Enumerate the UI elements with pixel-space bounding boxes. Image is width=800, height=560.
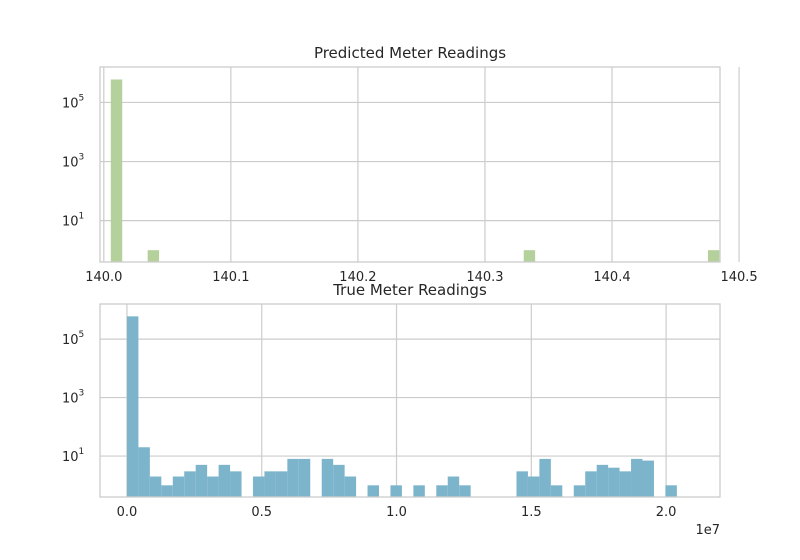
true-histogram-bar bbox=[333, 464, 345, 497]
true-histogram-bar bbox=[195, 464, 208, 497]
x-offset-label: 1e7 bbox=[695, 523, 720, 538]
true-histogram-bar bbox=[264, 471, 276, 497]
true-histogram-bar bbox=[608, 467, 620, 497]
true-histogram-bar bbox=[287, 458, 299, 497]
true-y-tick-label: 105 bbox=[62, 330, 84, 348]
true-histogram-bar bbox=[413, 485, 425, 497]
true-histogram-bar bbox=[149, 476, 162, 497]
predicted-axes-frame bbox=[99, 66, 721, 263]
true-x-tick-label: 1.5 bbox=[521, 505, 542, 520]
predicted-y-tick-label: 101 bbox=[62, 212, 84, 230]
true-x-tick-label: 0.5 bbox=[251, 505, 272, 520]
predicted-x-ticks: 140.0 140.1 140.2 140.3 140.4 140.5 bbox=[85, 270, 757, 285]
true-histogram-bar bbox=[138, 447, 150, 497]
true-histogram-bar bbox=[447, 476, 460, 497]
true-histogram-bar bbox=[367, 485, 379, 497]
true-histogram-bar bbox=[585, 471, 597, 497]
true-histogram-bar bbox=[539, 458, 551, 497]
predicted-readings-axes: 140.0 140.1 140.2 140.3 140.4 140.5 101 103 105… bbox=[62, 44, 758, 285]
true-histogram-bar bbox=[126, 316, 139, 497]
true-histogram-bar bbox=[642, 460, 654, 497]
predicted-histogram-bar bbox=[523, 250, 536, 262]
true-y-tick-label: 101 bbox=[62, 447, 84, 465]
true-x-ticks: 0.0 0.5 1.0 1.5 2.0 bbox=[117, 505, 677, 520]
predicted-x-tick-label: 140.4 bbox=[593, 270, 630, 285]
predicted-x-tick-label: 140.2 bbox=[339, 270, 376, 285]
true-histogram-bar bbox=[459, 485, 471, 497]
true-histogram-bar bbox=[631, 458, 643, 497]
true-histogram-bar bbox=[516, 471, 528, 497]
predicted-histogram-bar bbox=[110, 79, 123, 262]
true-histogram-bar bbox=[527, 476, 540, 497]
predicted-bars bbox=[110, 79, 720, 262]
true-histogram-bar bbox=[161, 485, 173, 497]
predicted-x-tick-label: 140.0 bbox=[85, 270, 122, 285]
true-bars bbox=[126, 316, 677, 497]
true-x-tick-label: 1.0 bbox=[386, 505, 407, 520]
true-histogram-bar bbox=[321, 458, 334, 497]
true-x-tick-label: 2.0 bbox=[656, 505, 677, 520]
true-histogram-bar bbox=[573, 485, 586, 497]
true-histogram-bar bbox=[207, 476, 219, 497]
predicted-y-ticks: 101 103 105 bbox=[62, 93, 84, 229]
true-histogram-bar bbox=[619, 471, 632, 497]
true-histogram-bar bbox=[436, 485, 448, 497]
true-y-ticks: 101 103 105 bbox=[62, 330, 84, 465]
predicted-x-tick-label: 140.3 bbox=[466, 270, 503, 285]
true-histogram-bar bbox=[344, 476, 357, 497]
true-histogram-bar bbox=[230, 471, 242, 497]
true-chart-title: True Meter Readings bbox=[332, 281, 487, 299]
true-x-tick-label: 0.0 bbox=[117, 505, 138, 520]
predicted-y-tick-label: 105 bbox=[62, 93, 84, 111]
true-histogram-bar bbox=[184, 471, 196, 497]
true-axes-frame bbox=[99, 303, 721, 498]
true-histogram-bar bbox=[172, 476, 185, 497]
true-histogram-bar bbox=[298, 458, 311, 497]
predicted-histogram-bar bbox=[707, 250, 720, 262]
true-histogram-bar bbox=[390, 485, 402, 497]
true-histogram-bar bbox=[665, 485, 677, 497]
true-histogram-bar bbox=[218, 464, 231, 497]
true-histogram-bar bbox=[596, 464, 609, 497]
predicted-x-tick-label: 140.1 bbox=[212, 270, 249, 285]
true-y-tick-label: 103 bbox=[62, 389, 84, 407]
true-grid bbox=[100, 304, 720, 497]
predicted-grid bbox=[100, 67, 740, 262]
true-readings-axes: 0.0 0.5 1.0 1.5 2.0 101 103 105 True Meter Rea… bbox=[62, 281, 721, 538]
predicted-x-tick-label: 140.5 bbox=[720, 270, 757, 285]
predicted-chart-title: Predicted Meter Readings bbox=[314, 44, 506, 62]
true-histogram-bar bbox=[252, 476, 265, 497]
predicted-histogram-bar bbox=[147, 250, 160, 262]
predicted-y-tick-label: 103 bbox=[62, 153, 84, 171]
true-histogram-bar bbox=[275, 471, 288, 497]
true-histogram-bar bbox=[550, 485, 563, 497]
